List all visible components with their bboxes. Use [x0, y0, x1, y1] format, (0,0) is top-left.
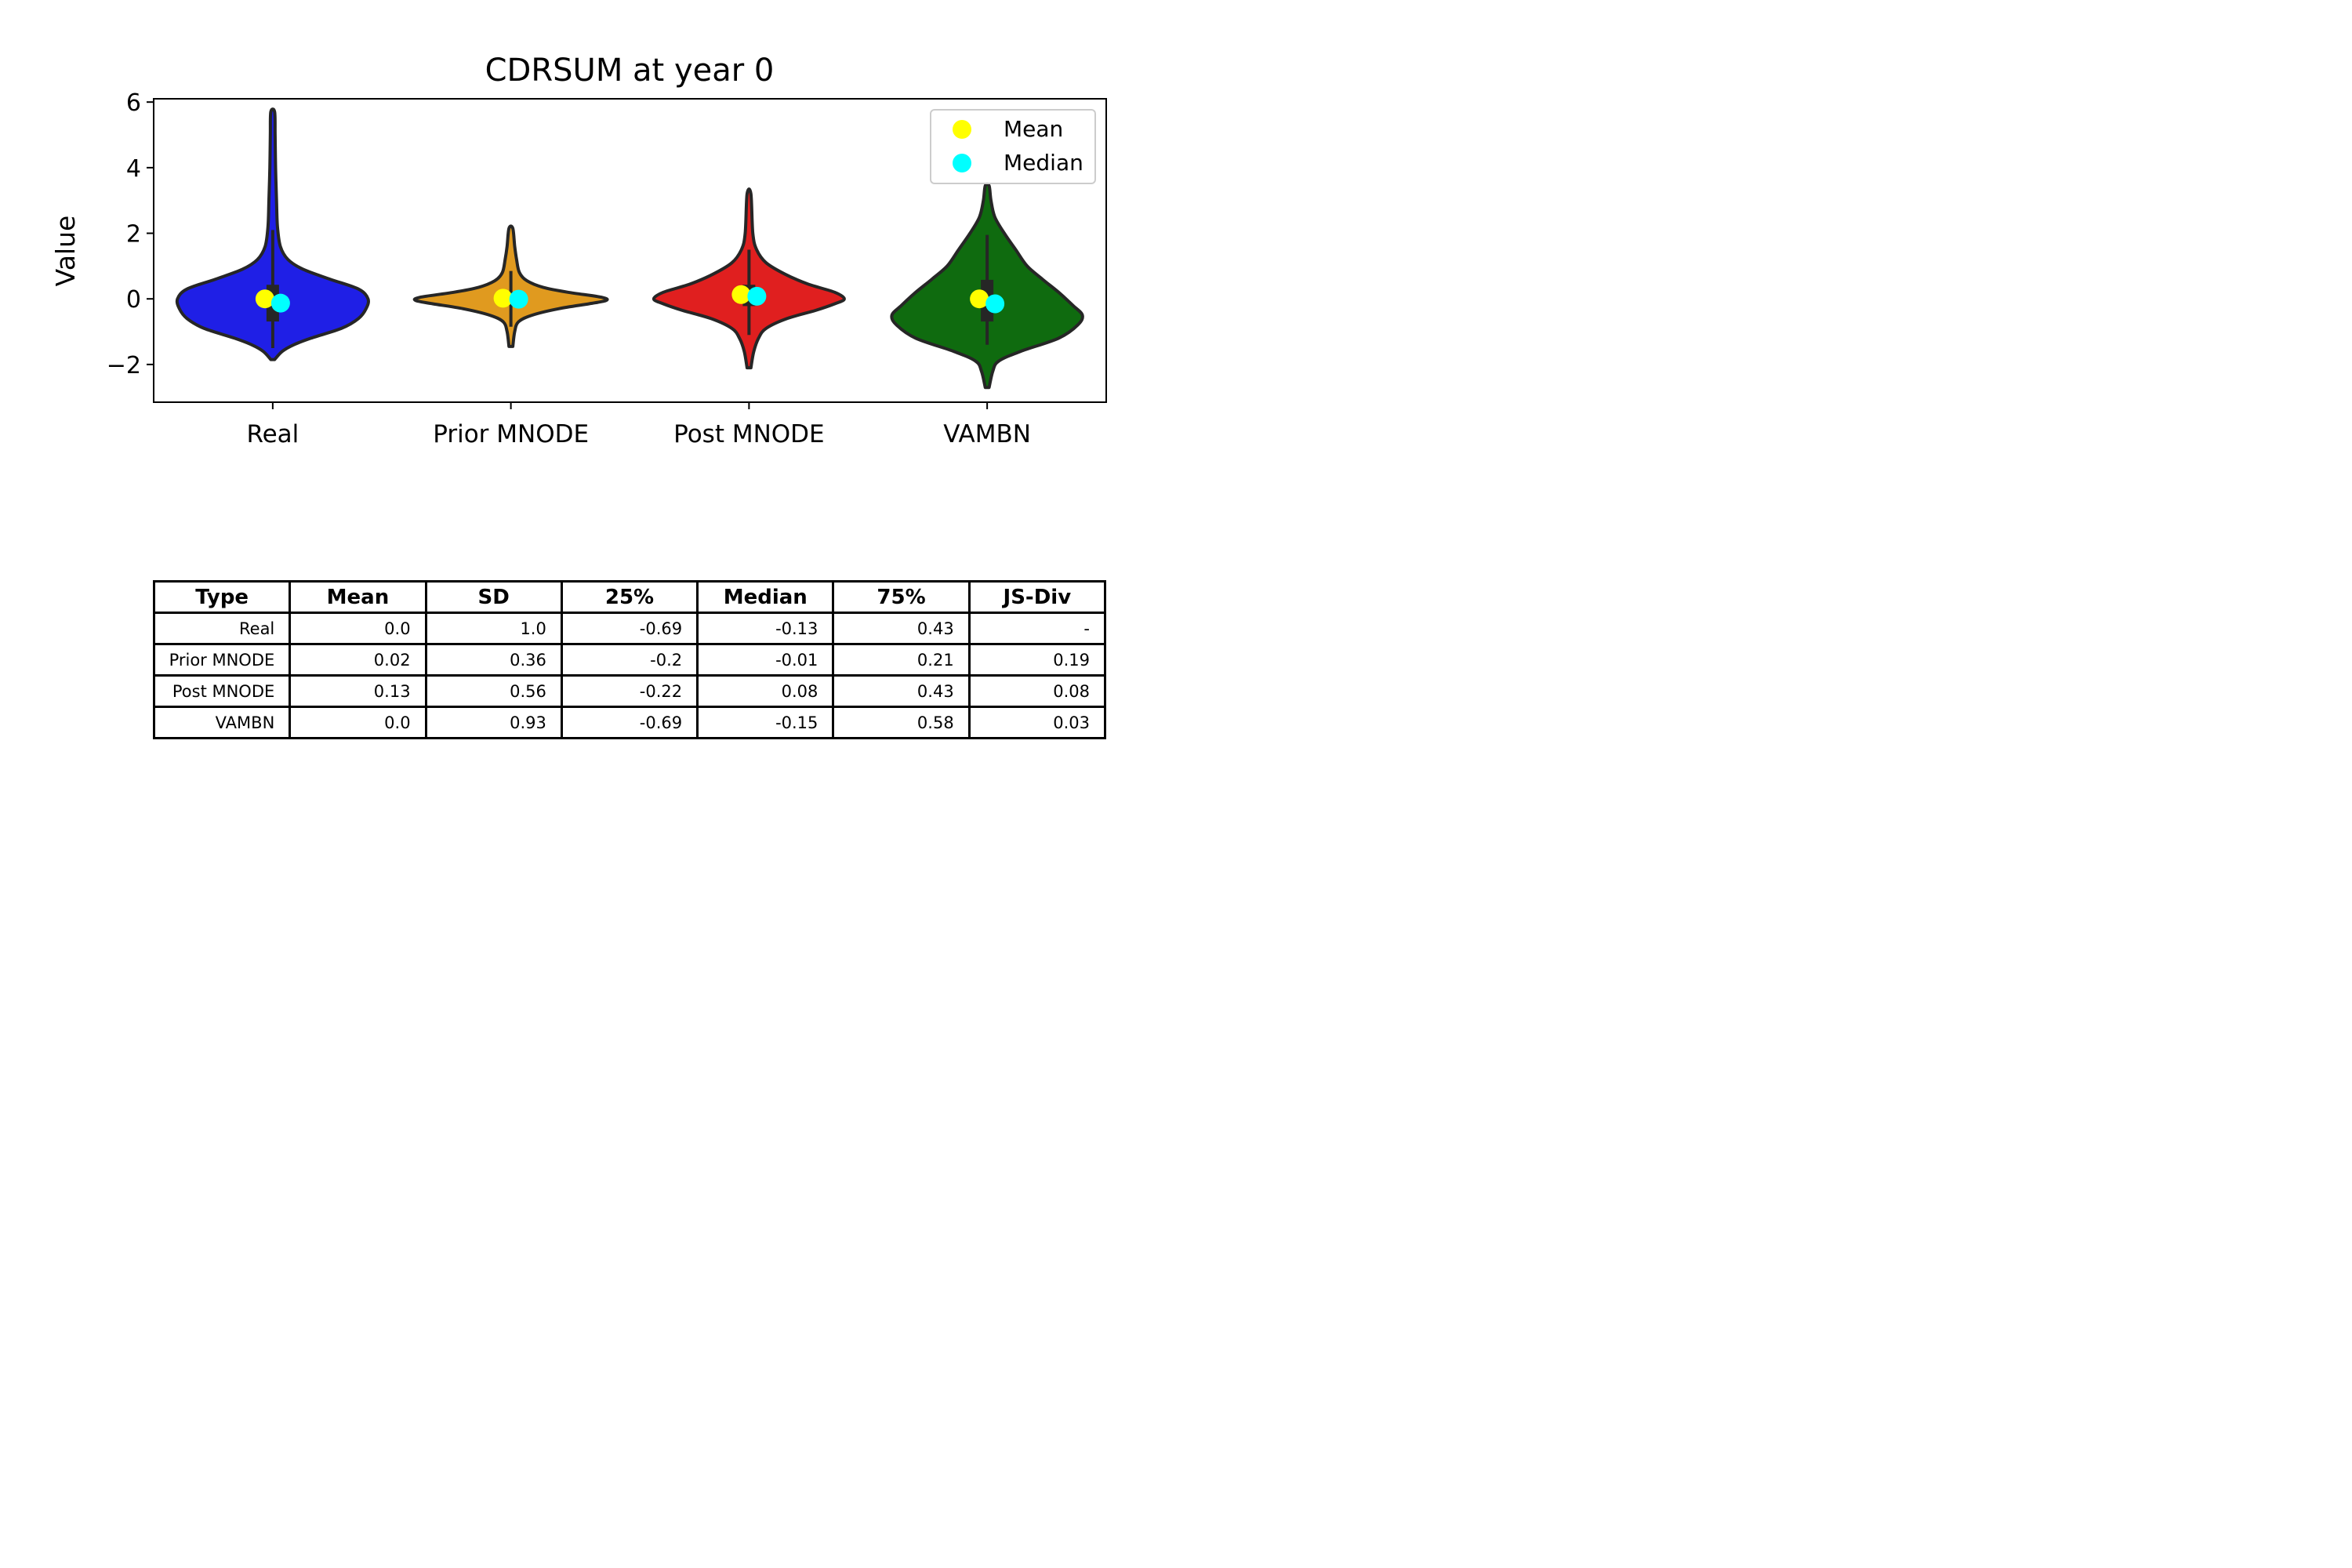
cell-js-div: - — [967, 612, 1107, 645]
cell-mean: 0.02 — [289, 643, 427, 677]
cell-mean: 0.13 — [289, 674, 427, 708]
x-tick-label: Prior MNODE — [433, 420, 589, 448]
cell-mean: 0.0 — [289, 706, 427, 739]
header-sd: SD — [424, 580, 563, 614]
header-25: 25% — [560, 580, 699, 614]
cell-js-div: 0.03 — [967, 706, 1107, 739]
table-row: VAMBN 0.0 0.93 -0.69 -0.15 0.58 0.03 — [152, 706, 1107, 739]
median-marker-1 — [509, 289, 528, 309]
legend-frame — [930, 109, 1096, 184]
cell-75: 0.58 — [832, 706, 971, 739]
cell-type: Real — [152, 612, 292, 645]
x-tick-label: Post MNODE — [673, 420, 825, 448]
table-row: Real 0.0 1.0 -0.69 -0.13 0.43 - — [152, 612, 1107, 645]
mean-marker-3 — [970, 289, 989, 309]
cell-75: 0.43 — [832, 612, 971, 645]
legend: Mean Median — [930, 109, 1096, 184]
table-row: Post MNODE 0.13 0.56 -0.22 0.08 0.43 0.0… — [152, 674, 1107, 708]
cell-sd: 0.56 — [424, 674, 563, 708]
table-row: Prior MNODE 0.02 0.36 -0.2 -0.01 0.21 0.… — [152, 643, 1107, 677]
cell-25: -0.2 — [560, 643, 699, 677]
x-tick-label: Real — [246, 420, 299, 448]
stats-table: Type Mean SD 25% Median 75% JS-Div Real … — [152, 580, 1107, 739]
header-median: Median — [696, 580, 835, 614]
cell-25: -0.22 — [560, 674, 699, 708]
legend-mean-marker — [953, 120, 971, 139]
median-marker-3 — [985, 294, 1005, 314]
cell-25: -0.69 — [560, 612, 699, 645]
table-header-row: Type Mean SD 25% Median 75% JS-Div — [152, 580, 1107, 614]
cell-25: -0.69 — [560, 706, 699, 739]
y-tick-label: 2 — [126, 221, 141, 249]
header-type: Type — [152, 580, 292, 614]
header-js-div: JS-Div — [967, 580, 1107, 614]
cell-type: VAMBN — [152, 706, 292, 739]
cell-median: -0.01 — [696, 643, 835, 677]
y-tick-label: −2 — [107, 352, 141, 379]
legend-mean-label: Mean — [1004, 116, 1063, 142]
cell-75: 0.21 — [832, 643, 971, 677]
cell-type: Prior MNODE — [152, 643, 292, 677]
x-tick-label: VAMBN — [943, 420, 1031, 448]
cell-sd: 1.0 — [424, 612, 563, 645]
mean-marker-2 — [731, 285, 751, 304]
cell-75: 0.43 — [832, 674, 971, 708]
plot-frame — [153, 98, 1107, 403]
cell-median: -0.13 — [696, 612, 835, 645]
y-tick-label: 6 — [126, 89, 141, 117]
plot-area: −2 0 2 4 6 Real Prior MNODE Post MNODE VAMBN — [107, 89, 1084, 448]
legend-median-label: Median — [1004, 150, 1083, 176]
y-tick-label: 0 — [126, 286, 141, 314]
cell-sd: 0.36 — [424, 643, 563, 677]
y-axis-label: Value — [50, 216, 81, 287]
cell-mean: 0.0 — [289, 612, 427, 645]
cell-median: -0.15 — [696, 706, 835, 739]
cell-type: Post MNODE — [152, 674, 292, 708]
cell-js-div: 0.08 — [967, 674, 1107, 708]
mean-marker-0 — [255, 289, 274, 309]
chart-title: CDRSUM at year 0 — [485, 53, 775, 89]
violin-chart: CDRSUM at year 0 Value −2 0 2 4 6 Real Prior M… — [50, 53, 1107, 448]
y-tick-label: 4 — [126, 155, 141, 183]
median-marker-0 — [270, 293, 290, 313]
header-mean: Mean — [289, 580, 427, 614]
legend-median-marker — [953, 154, 971, 172]
cell-median: 0.08 — [696, 674, 835, 708]
mean-marker-1 — [493, 289, 513, 308]
header-75: 75% — [832, 580, 971, 614]
cell-sd: 0.93 — [424, 706, 563, 739]
cell-js-div: 0.19 — [967, 643, 1107, 677]
median-marker-2 — [747, 286, 767, 306]
